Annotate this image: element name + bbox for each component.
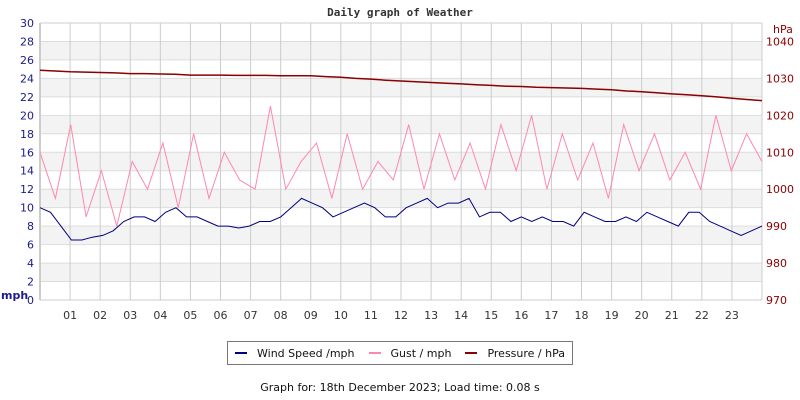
- x-tick-label: 07: [244, 309, 258, 322]
- x-tick-label: 19: [605, 309, 619, 322]
- legend-label: Pressure / hPa: [487, 346, 565, 360]
- left-tick-label: 10: [20, 202, 34, 215]
- x-tick-label: 08: [274, 309, 288, 322]
- left-tick-label: 22: [20, 91, 34, 104]
- series-line-wind: [39, 197, 763, 241]
- legend-swatch: [368, 352, 381, 354]
- legend-label: Wind Speed /mph: [257, 346, 355, 360]
- x-tick-label: 11: [364, 309, 378, 322]
- footer-text: Graph for: 18th December 2023; Load time…: [260, 381, 540, 394]
- series-line-gust: [39, 106, 763, 227]
- legend-label: Gust / mph: [390, 346, 452, 360]
- right-tick-label: 1020: [766, 109, 794, 122]
- left-tick-label: 12: [20, 183, 34, 196]
- x-tick-label: 02: [93, 309, 107, 322]
- x-tick-label: 14: [454, 309, 468, 322]
- left-tick-label: 8: [27, 220, 34, 233]
- left-tick-label: 16: [20, 146, 34, 159]
- x-tick-label: 20: [635, 309, 649, 322]
- legend-item-wind: Wind Speed /mph: [235, 347, 355, 360]
- left-tick-label: 14: [20, 165, 34, 178]
- left-tick-label: 30: [20, 17, 34, 30]
- x-tick-label: 23: [725, 309, 739, 322]
- right-tick-label: 1030: [766, 72, 794, 85]
- right-tick-label: 1040: [766, 35, 794, 48]
- right-tick-label: 980: [766, 257, 787, 270]
- x-tick-label: 09: [304, 309, 318, 322]
- legend-swatch: [465, 352, 478, 354]
- x-tick-label: 18: [575, 309, 589, 322]
- x-tick-label: 22: [695, 309, 709, 322]
- right-tick-label: 1010: [766, 146, 794, 159]
- x-tick-label: 16: [514, 309, 528, 322]
- x-tick-label: 01: [63, 309, 77, 322]
- x-tick-label: 17: [544, 309, 558, 322]
- x-tick-label: 06: [214, 309, 228, 322]
- right-tick-label: 970: [766, 294, 787, 307]
- x-tick-label: 04: [153, 309, 167, 322]
- legend: Wind Speed /mph Gust / mph Pressure / hP…: [227, 341, 573, 365]
- left-axis-label: mph: [1, 289, 28, 302]
- right-axis-label: hPa: [773, 23, 793, 36]
- x-tick-label: 10: [334, 309, 348, 322]
- left-tick-label: 0: [27, 294, 34, 307]
- right-tick-label: 990: [766, 220, 787, 233]
- x-tick-label: 12: [394, 309, 408, 322]
- x-tick-label: 21: [665, 309, 679, 322]
- right-tick-label: 1000: [766, 183, 794, 196]
- x-tick-label: 13: [424, 309, 438, 322]
- legend-item-gust: Gust / mph: [368, 346, 452, 360]
- left-tick-label: 26: [20, 54, 34, 67]
- legend-item-pressure: Pressure / hPa: [465, 347, 565, 360]
- left-tick-label: 4: [27, 257, 34, 270]
- left-tick-label: 6: [27, 239, 34, 252]
- left-tick-label: 28: [20, 35, 34, 48]
- left-tick-label: 20: [20, 109, 34, 122]
- chart-title: Daily graph of Weather: [327, 6, 473, 19]
- left-tick-label: 24: [20, 72, 34, 85]
- legend-swatch: [235, 352, 247, 354]
- x-tick-label: 05: [183, 309, 197, 322]
- series-line-pressure: [39, 69, 763, 102]
- left-tick-label: 2: [27, 276, 34, 289]
- left-tick-label: 18: [20, 128, 34, 141]
- x-tick-label: 15: [484, 309, 498, 322]
- x-tick-label: 03: [123, 309, 137, 322]
